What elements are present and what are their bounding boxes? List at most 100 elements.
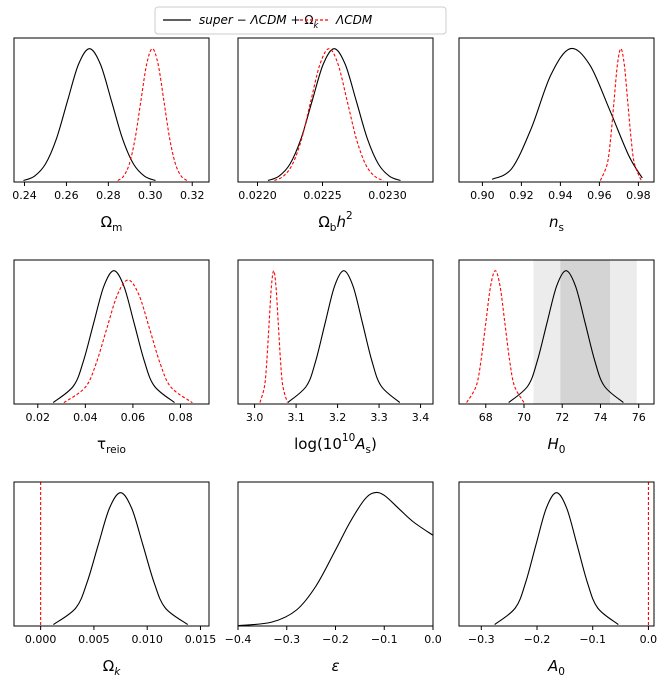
x-tick-label: 70 <box>517 411 531 424</box>
plot-area <box>494 482 649 626</box>
label-part: Ω <box>103 657 114 675</box>
plot-area <box>23 48 188 182</box>
label-part: 10 <box>342 432 355 444</box>
label-part: super − ΛCDM <box>199 13 287 27</box>
x-tick-label: 0.30 <box>138 189 163 202</box>
panel: 0.0220 0.0225 0.0230 Ωbh2 <box>237 37 434 234</box>
panel: 0.24 0.26 0.28 0.30 0.32 Ωm <box>12 37 210 234</box>
density-curve <box>52 270 175 403</box>
x-axis-label: A0 <box>547 657 565 678</box>
density-curve <box>508 270 624 403</box>
label-part: ΛCDM <box>335 13 373 27</box>
plot-area <box>40 482 189 626</box>
label-part: H <box>548 435 559 453</box>
density-curve <box>259 270 288 403</box>
x-tick-label: 0.015 <box>185 633 217 646</box>
x-tick-label: 0.08 <box>168 411 193 424</box>
frame <box>458 37 655 183</box>
density-curve <box>287 270 401 403</box>
frame <box>237 481 434 627</box>
x-axis-label: Ωbh2 <box>318 210 352 234</box>
x-tick-label: 0.0 <box>424 633 442 646</box>
label-part: k <box>314 20 320 30</box>
label-part: h <box>336 213 346 231</box>
label-part: s <box>366 444 371 456</box>
x-tick-label: 0.90 <box>470 189 495 202</box>
density-curve <box>267 48 401 182</box>
frame <box>458 259 655 405</box>
x-axis-label: τreio <box>97 435 126 457</box>
x-tick-label: 74 <box>593 411 607 424</box>
plot-area <box>52 270 193 404</box>
panel: 0.90 0.92 0.94 0.96 0.98 ns <box>458 37 655 235</box>
label-part: A <box>547 657 558 675</box>
legend: super − ΛCDM + Ωk ΛCDM <box>154 6 447 35</box>
label-part: A <box>354 435 365 453</box>
x-tick-label: 0.0220 <box>238 189 277 202</box>
x-tick-label: 0.26 <box>54 189 79 202</box>
x-tick-label: −0.1 <box>579 633 606 646</box>
x-tick-label: 76 <box>632 411 646 424</box>
plot-area <box>259 270 401 403</box>
x-axis-label: H0 <box>548 435 566 457</box>
density-curve <box>117 48 188 181</box>
x-tick-label: −0.2 <box>322 633 349 646</box>
x-tick-label: 0.24 <box>12 189 37 202</box>
plot-area <box>491 47 643 181</box>
panel: 0.000 0.005 0.010 0.015 Ωk <box>13 481 217 678</box>
x-tick-label: 0.94 <box>548 189 573 202</box>
x-tick-label: −0.4 <box>225 633 252 646</box>
x-axis-label: Ωk <box>103 657 121 678</box>
x-tick-label: −0.2 <box>524 633 551 646</box>
density-curve <box>53 492 189 625</box>
x-tick-label: 0.92 <box>509 189 534 202</box>
x-tick-label: 3.4 <box>412 411 430 424</box>
x-tick-label: 72 <box>555 411 569 424</box>
density-curve <box>274 48 384 182</box>
label-part: ) <box>371 435 377 453</box>
panel: 3.0 3.1 3.2 3.3 3.4 log(1010As) <box>237 259 434 456</box>
x-tick-label: 0.32 <box>180 189 205 202</box>
x-tick-label: 3.1 <box>287 411 305 424</box>
density-curve <box>491 47 643 180</box>
label-part: n <box>549 213 559 231</box>
label-part: Ω <box>318 213 329 231</box>
density-curve <box>494 492 619 625</box>
label-part: reio <box>106 444 126 456</box>
x-tick-label: 0.06 <box>121 411 146 424</box>
legend-label: ΛCDM <box>335 13 373 27</box>
frame <box>13 37 210 183</box>
density-curve <box>466 270 525 403</box>
density-curve <box>599 48 642 181</box>
x-tick-label: 0.96 <box>587 189 612 202</box>
label-part: Ω <box>101 213 112 231</box>
label-part: 2 <box>346 210 353 222</box>
label-part: m <box>112 222 122 234</box>
frame <box>237 259 434 405</box>
x-tick-label: −0.3 <box>468 633 495 646</box>
x-axis-label: ε <box>331 657 339 675</box>
label-part: log(10 <box>294 435 342 453</box>
label-part: τ <box>97 435 106 453</box>
density-curve <box>63 279 193 404</box>
x-tick-label: 0.005 <box>78 633 110 646</box>
panel: 0.02 0.04 0.06 0.08 τreio <box>13 259 210 457</box>
x-axis-label: ns <box>549 213 564 235</box>
x-tick-label: 0.010 <box>131 633 163 646</box>
plot-area <box>267 48 401 182</box>
x-axis-label: log(1010As) <box>294 432 377 456</box>
x-tick-label: 0.000 <box>25 633 57 646</box>
panel: −0.4 −0.3 −0.2 −0.1 0.0 ε <box>225 481 442 675</box>
frame <box>237 37 434 183</box>
x-tick-label: 3.3 <box>370 411 388 424</box>
density-curve <box>238 491 433 626</box>
x-tick-label: 3.2 <box>329 411 347 424</box>
x-tick-label: −0.1 <box>371 633 398 646</box>
x-tick-label: 0.02 <box>26 411 51 424</box>
x-tick-label: −0.3 <box>273 633 300 646</box>
frame <box>13 481 210 627</box>
density-curve <box>23 48 156 182</box>
x-tick-label: 3.0 <box>246 411 264 424</box>
x-tick-label: 0.04 <box>73 411 98 424</box>
x-tick-label: 0.0225 <box>303 189 342 202</box>
